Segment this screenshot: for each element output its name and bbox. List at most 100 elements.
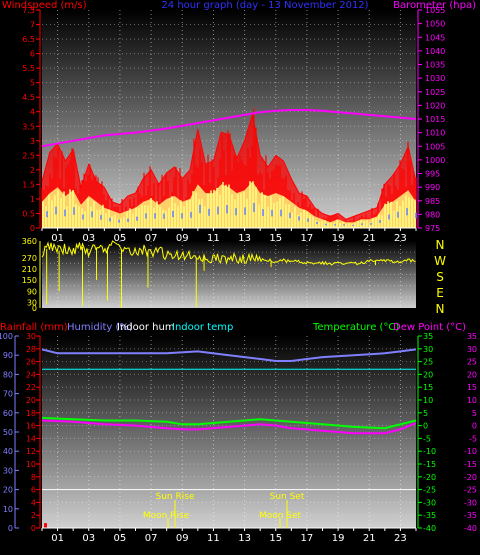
y-tick-label: 1005 (425, 142, 445, 151)
y-tick-label-dew: 25 (467, 358, 477, 367)
y-tick-label: 60 (3, 409, 13, 418)
y-tick-label-dew: 35 (467, 332, 477, 341)
y-tick-label: 0 (8, 524, 13, 533)
y-tick-label-dew: 15 (467, 383, 477, 392)
y-tick-label: -25 (423, 486, 436, 495)
wind-direction-panel: 030 90 150 210 270 360 N W S E N (22, 237, 446, 316)
y-tick-label: -10 (423, 447, 436, 456)
y-tick-label: 5 (423, 409, 428, 418)
direction-y-axis: 030 90 150 210 270 360 (22, 237, 41, 313)
y-tick-label-dew: -20 (464, 473, 477, 482)
y-tick-label: 10 (423, 396, 433, 405)
barometer-y-axis: 975 980 985 990 995 1000 1005 1010 1015 1020 1025 1… (417, 6, 445, 233)
y-tick-label: -15 (423, 460, 436, 469)
rainfall-bar (44, 523, 47, 528)
y-tick-label: 360 (22, 237, 37, 246)
y-tick-label: 70 (3, 390, 13, 399)
x-tick-label: 07 (145, 233, 158, 244)
wind-speed-series (42, 181, 417, 228)
y-tick-label: 3.5 (22, 122, 35, 131)
y-tick-label: 980 (425, 210, 440, 219)
y-tick-label: 1030 (425, 74, 445, 83)
y-tick-label: 270 (22, 254, 37, 263)
y-tick-label: 1025 (425, 88, 445, 97)
y-tick-label: 5 (30, 79, 35, 88)
y-tick-label-dew: -10 (464, 447, 477, 456)
humidity-line (41, 348, 417, 362)
y-tick-label-dew: -30 (464, 498, 477, 507)
temperature-line (41, 416, 417, 430)
x-tick-label: 21 (363, 233, 376, 244)
y-tick-label: 0 (31, 524, 36, 533)
x-tick-label: 11 (207, 233, 220, 244)
x-tick-label: 01 (51, 533, 64, 544)
y-tick-label: -5 (423, 434, 431, 443)
y-tick-label: 1015 (425, 115, 445, 124)
y-tick-label: 0 (30, 224, 35, 233)
compass-label-s: S (436, 270, 444, 284)
x-tick-label: 19 (332, 533, 345, 544)
y-tick-label: 210 (22, 265, 37, 274)
humidity-y-axis: 0 10 20 30 40 50 60 70 80 90 100 (0, 332, 19, 533)
y-tick-label: 975 (425, 224, 440, 233)
y-tick-label-dew: 0 (472, 422, 477, 431)
y-tick-label: 3 (30, 137, 35, 146)
temp-series (41, 348, 417, 528)
temperature-y-axis: -40 -40 -35 -35 -30 -30 -25 -25 -20 -20 -15 -15 -10 -… (417, 332, 477, 533)
y-tick-label: 90 (27, 287, 37, 296)
wind-x-axis: 01 03 05 07 09 11 13 15 17 19 21 23 (41, 227, 417, 244)
y-tick-label: 985 (425, 197, 440, 206)
dew-point-line (41, 419, 417, 435)
y-tick-label: 50 (3, 428, 13, 437)
y-tick-label: 1.5 (22, 180, 35, 189)
y-tick-label: 1010 (425, 129, 445, 138)
wind-barometer-panel: 00.511.522.533.544.555.566.577.5 9759809… (2, 0, 476, 244)
y-tick-label: -20 (423, 473, 436, 482)
x-tick-label: 19 (332, 233, 345, 244)
temp-grid (42, 336, 416, 528)
y-tick-label: 25 (423, 358, 433, 367)
y-tick-label: 1020 (425, 101, 445, 110)
y-tick-label: 990 (425, 183, 440, 192)
wind-gust-area (42, 114, 416, 228)
y-tick-label: 7.5 (22, 6, 35, 15)
x-tick-label: 23 (394, 533, 407, 544)
y-tick-label: 10 (3, 505, 13, 514)
temperature-axis-title: Temperature (°C) (312, 322, 399, 333)
wind-direction-series (41, 240, 416, 308)
wind-y-axis: 0 0.5 1 1.5 2 2.5 3 3.5 4 4.5 5 5.5 6 6.5 7 7.5 (22, 6, 41, 233)
x-tick-label: 13 (238, 233, 251, 244)
y-tick-label: 24 (26, 370, 36, 379)
y-tick-label: 1035 (425, 61, 445, 70)
x-tick-label: 11 (207, 533, 220, 544)
x-tick-label: 05 (114, 233, 127, 244)
x-tick-label: 05 (114, 533, 127, 544)
y-tick-label: 1040 (425, 47, 445, 56)
y-tick-label: 2 (30, 166, 35, 175)
y-tick-label: 5.5 (22, 64, 35, 73)
y-tick-label-dew: 20 (467, 370, 477, 379)
y-tick-label: 90 (3, 351, 13, 360)
x-tick-label: 09 (176, 233, 189, 244)
wind-grid (42, 10, 416, 228)
x-tick-label: 17 (301, 533, 314, 544)
y-tick-label: 1045 (425, 33, 445, 42)
chart-title: 24 hour graph (day - 13 November 2012) (161, 0, 368, 11)
y-tick-label-dew: -5 (469, 434, 477, 443)
y-tick-label: 4.5 (22, 93, 35, 102)
y-tick-label: 40 (3, 447, 13, 456)
y-tick-label: 18 (26, 409, 36, 418)
x-tick-label: 03 (82, 533, 95, 544)
y-tick-label: 80 (3, 370, 13, 379)
y-tick-label-dew: -15 (464, 460, 477, 469)
y-tick-label-dew: -40 (464, 524, 477, 533)
y-tick-label: 0 (423, 422, 428, 431)
y-tick-label: 30 (27, 298, 37, 307)
sun-rise-label: Sun Rise (156, 492, 195, 502)
x-tick-label: 07 (145, 533, 158, 544)
y-tick-label: 4 (31, 498, 36, 507)
rainfall-axis-title: Rainfall (mm) (0, 322, 68, 333)
